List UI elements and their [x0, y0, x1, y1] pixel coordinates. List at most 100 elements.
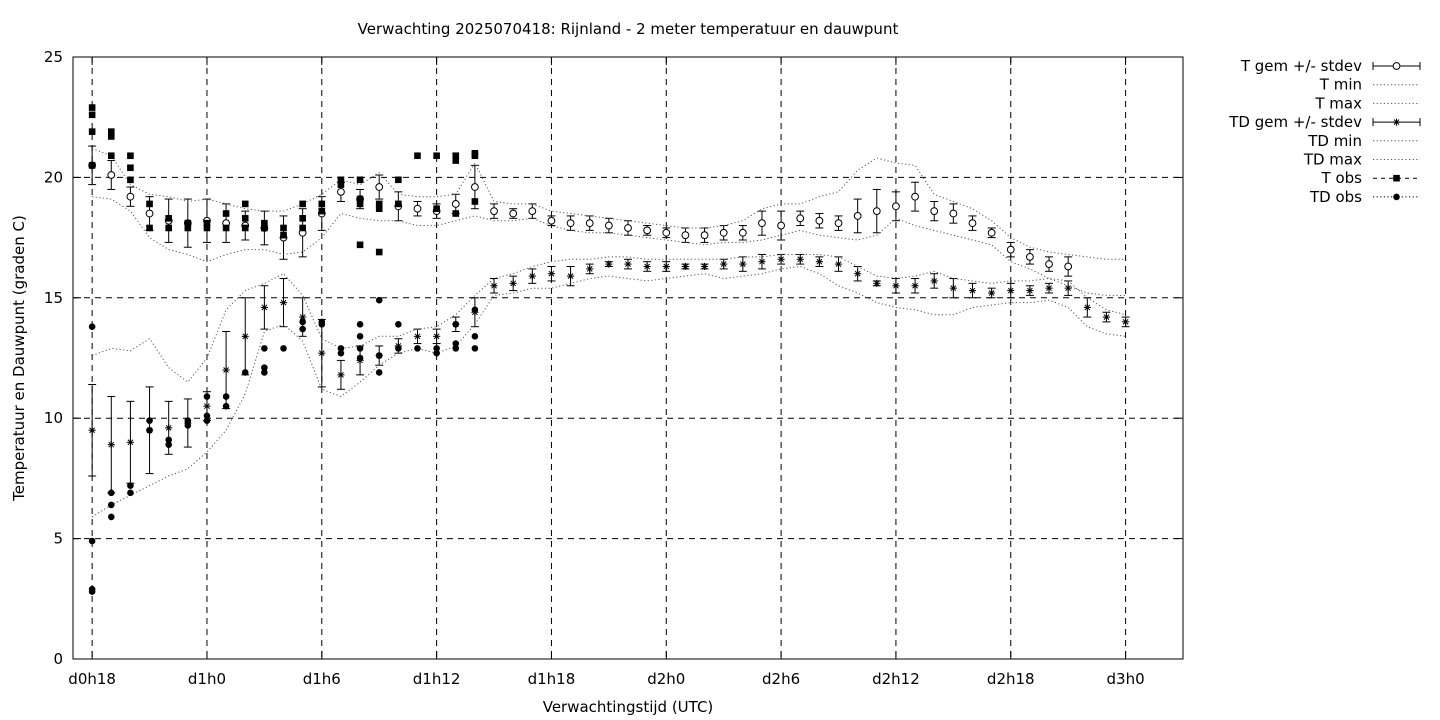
point-t-obs — [356, 195, 364, 203]
point-td-obs — [337, 345, 345, 352]
point-t-gem-stdev — [949, 209, 958, 218]
point-t-gem-stdev — [911, 192, 919, 201]
y-tick-label: 5 — [53, 530, 63, 548]
y-tick-label: 0 — [53, 650, 63, 668]
x-tick-label: d0h18 — [68, 670, 116, 688]
y-tick-label: 15 — [44, 289, 63, 307]
legend-marker — [1392, 118, 1401, 126]
point-td-gem-stdev — [279, 299, 288, 307]
point-td-gem-stdev — [1083, 303, 1091, 312]
point-td-obs — [184, 417, 192, 424]
point-t-obs — [299, 200, 306, 208]
point-t-obs — [222, 224, 230, 232]
point-td-gem-stdev — [643, 262, 651, 271]
point-td-gem-stdev — [605, 260, 613, 268]
point-td-obs — [127, 489, 134, 497]
point-t-gem-stdev — [451, 199, 460, 208]
point-t-obs — [146, 224, 153, 232]
point-t-obs — [280, 224, 287, 232]
point-td-gem-stdev — [700, 262, 709, 271]
point-t-gem-stdev — [853, 212, 862, 220]
point-td-gem-stdev — [758, 258, 766, 266]
point-td-obs — [356, 333, 364, 340]
point-td-obs — [452, 345, 460, 352]
point-td-obs — [299, 325, 306, 333]
point-td-obs — [203, 393, 211, 400]
y-axis-ticks: 0 5 10 15 20 25 — [44, 48, 1183, 668]
point-t-obs — [261, 219, 268, 227]
point-td-gem-stdev — [241, 332, 249, 340]
point-td-gem-stdev — [873, 279, 881, 287]
point-t-gem-stdev — [777, 221, 786, 230]
x-tick-label: d1h6 — [303, 670, 341, 688]
point-td-gem-stdev — [318, 349, 326, 357]
point-td-gem-stdev — [433, 332, 441, 340]
point-td-gem-stdev — [739, 260, 747, 268]
point-t-obs — [471, 198, 479, 205]
point-td-gem-stdev — [662, 262, 670, 271]
legend-label: T min — [1319, 76, 1362, 94]
point-t-gem-stdev — [566, 219, 575, 228]
point-td-obs — [356, 345, 364, 352]
legend-marker — [1393, 174, 1400, 182]
point-t-gem-stdev — [337, 187, 345, 196]
point-td-gem-stdev — [260, 303, 268, 312]
point-t-obs — [433, 152, 440, 160]
point-t-obs — [280, 231, 287, 239]
point-td-obs — [88, 588, 96, 595]
x-axis-ticks: d0h18 d1h0 d1h6 d1h12 d1h18 d2h0 d2h6 d2h12 d2h1… — [68, 57, 1145, 688]
point-t-gem-stdev — [643, 226, 652, 235]
point-t-gem-stdev — [834, 219, 843, 228]
point-t-gem-stdev — [1045, 260, 1053, 268]
point-t-obs — [146, 200, 153, 208]
legend-label: T gem +/- stdev — [1240, 57, 1362, 75]
plot-frame — [72, 56, 1184, 660]
x-tick-label: d1h0 — [188, 670, 226, 688]
point-t-gem-stdev — [509, 209, 518, 218]
point-t-obs — [471, 152, 479, 160]
point-t-gem-stdev — [796, 214, 805, 223]
legend-label: T max — [1314, 94, 1362, 112]
point-td-gem-stdev — [490, 282, 498, 290]
point-td-gem-stdev — [203, 402, 211, 410]
point-td-gem-stdev — [413, 332, 422, 340]
x-tick-label: d1h18 — [528, 670, 576, 688]
x-tick-label: d2h18 — [987, 670, 1035, 688]
point-t-obs — [241, 224, 249, 232]
point-t-gem-stdev — [758, 219, 766, 228]
point-td-obs — [395, 320, 402, 328]
point-t-obs — [222, 210, 230, 217]
point-td-gem-stdev — [1121, 318, 1130, 326]
point-td-gem-stdev — [854, 270, 862, 278]
point-t-obs — [88, 104, 96, 111]
point-td-gem-stdev — [107, 441, 115, 449]
grid-lines — [73, 57, 1183, 659]
point-t-gem-stdev — [413, 204, 422, 213]
point-t-gem-stdev — [968, 219, 977, 228]
series-line-td-max — [91, 254, 1126, 383]
point-td-obs — [88, 537, 96, 545]
point-t-obs — [395, 176, 402, 184]
legend-label: TD gem +/- stdev — [1228, 113, 1362, 131]
point-td-gem-stdev — [911, 282, 919, 290]
point-t-gem-stdev — [815, 216, 824, 225]
point-td-obs — [203, 417, 211, 424]
point-td-obs — [261, 369, 268, 376]
point-t-obs — [318, 200, 326, 208]
point-t-obs — [165, 215, 172, 222]
point-t-gem-stdev — [145, 209, 154, 218]
legend-label: T obs — [1321, 169, 1363, 187]
point-td-gem-stdev — [930, 277, 938, 285]
point-td-gem-stdev — [815, 258, 823, 266]
point-td-obs — [471, 333, 479, 340]
point-t-gem-stdev — [719, 228, 728, 237]
point-td-obs — [165, 441, 172, 448]
point-td-gem-stdev — [165, 424, 173, 432]
point-t-gem-stdev — [547, 216, 556, 225]
point-t-gem-stdev — [1006, 245, 1015, 254]
point-td-obs — [146, 426, 153, 434]
point-t-obs — [356, 176, 364, 184]
point-td-gem-stdev — [1064, 284, 1072, 292]
point-t-obs — [452, 157, 460, 164]
point-td-obs — [203, 412, 211, 420]
